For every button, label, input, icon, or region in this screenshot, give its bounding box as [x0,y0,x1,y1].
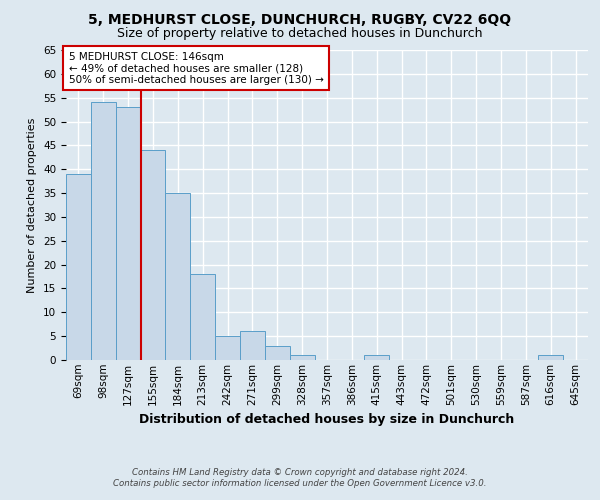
Bar [290,355,314,360]
Text: 5, MEDHURST CLOSE, DUNCHURCH, RUGBY, CV22 6QQ: 5, MEDHURST CLOSE, DUNCHURCH, RUGBY, CV2… [88,12,512,26]
Text: Size of property relative to detached houses in Dunchurch: Size of property relative to detached ho… [117,28,483,40]
Bar [265,346,290,360]
Bar [240,332,265,360]
Y-axis label: Number of detached properties: Number of detached properties [28,118,37,292]
Bar [364,355,389,360]
Text: Contains HM Land Registry data © Crown copyright and database right 2024.
Contai: Contains HM Land Registry data © Crown c… [113,468,487,487]
Bar [116,107,140,360]
Bar [538,355,563,360]
Bar [66,174,91,360]
Bar [91,102,116,360]
Text: 5 MEDHURST CLOSE: 146sqm
← 49% of detached houses are smaller (128)
50% of semi-: 5 MEDHURST CLOSE: 146sqm ← 49% of detach… [68,52,323,84]
X-axis label: Distribution of detached houses by size in Dunchurch: Distribution of detached houses by size … [139,413,515,426]
Bar [166,193,190,360]
Bar [190,274,215,360]
Bar [140,150,166,360]
Bar [215,336,240,360]
